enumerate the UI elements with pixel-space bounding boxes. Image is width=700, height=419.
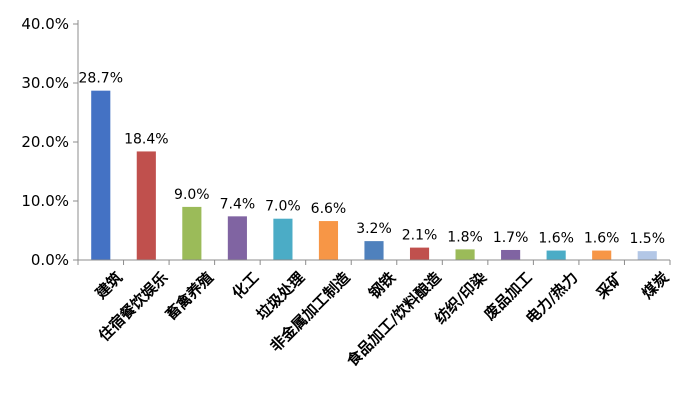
x-category-label: 非金属加工制造 <box>267 268 354 355</box>
data-label: 1.5% <box>629 231 665 247</box>
data-label: 6.6% <box>311 201 347 217</box>
bar <box>637 251 657 260</box>
x-category-label: 采矿 <box>592 268 627 303</box>
x-category-label: 建筑 <box>92 268 126 302</box>
data-label: 7.4% <box>220 196 256 212</box>
bar <box>91 90 111 260</box>
bar <box>501 249 521 260</box>
data-label: 1.8% <box>447 229 483 245</box>
y-tick-label: 30.0% <box>21 74 69 92</box>
y-tick-label: 40.0% <box>21 15 69 33</box>
bar <box>592 250 612 260</box>
x-category-label: 煤炭 <box>638 268 672 302</box>
bar <box>455 249 475 260</box>
x-category-label: 畜禽养殖 <box>162 268 217 323</box>
data-label: 7.0% <box>265 199 301 215</box>
bar <box>546 250 566 260</box>
bar <box>182 206 202 260</box>
y-axis: 0.0% 10.0% 20.0% 30.0% 40.0% <box>21 15 79 269</box>
bar <box>364 241 384 260</box>
data-label: 1.6% <box>538 231 574 247</box>
bars <box>91 90 657 260</box>
bar <box>318 221 339 260</box>
bar <box>227 216 247 260</box>
bar <box>409 247 430 260</box>
x-category-label: 化工 <box>229 268 263 302</box>
bar <box>273 218 293 260</box>
y-tick-label: 0.0% <box>31 251 69 269</box>
data-label: 3.2% <box>356 221 392 237</box>
data-label: 2.1% <box>402 228 438 244</box>
y-tick-label: 20.0% <box>21 133 69 151</box>
y-tick-label: 10.0% <box>21 192 69 210</box>
data-label: 1.7% <box>493 230 529 246</box>
data-label: 9.0% <box>174 187 210 203</box>
data-labels: 28.7% 18.4% 9.0% 7.4% 7.0% 6.6% 3.2% 2.1% 1.8% 1.… <box>79 71 665 247</box>
data-label: 28.7% <box>79 71 123 87</box>
bar <box>136 151 156 260</box>
x-category-label: 钢铁 <box>365 268 399 302</box>
data-label: 1.6% <box>584 231 620 247</box>
data-label: 18.4% <box>124 131 168 147</box>
